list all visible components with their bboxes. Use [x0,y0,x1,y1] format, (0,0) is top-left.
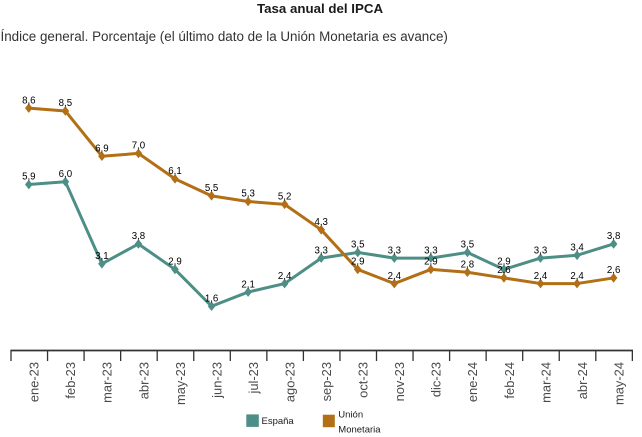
svg-text:6,0: 6,0 [59,169,73,180]
svg-text:2,9: 2,9 [351,257,364,268]
svg-text:Monetaria: Monetaria [338,425,381,436]
svg-text:2,9: 2,9 [497,257,510,268]
svg-text:2,4: 2,4 [570,271,584,282]
svg-text:4,3: 4,3 [314,217,327,228]
svg-text:mar-24: mar-24 [538,362,553,403]
svg-text:2,8: 2,8 [461,259,474,270]
svg-text:3,3: 3,3 [534,245,547,256]
svg-text:2,4: 2,4 [388,271,402,282]
svg-text:5,2: 5,2 [278,192,291,203]
svg-text:3,5: 3,5 [351,240,364,251]
svg-text:Tasa anual del IPCA: Tasa anual del IPCA [257,1,384,16]
svg-text:3,8: 3,8 [607,231,620,242]
svg-text:ago-23: ago-23 [282,362,297,402]
svg-text:sep-23: sep-23 [319,362,334,401]
svg-text:España: España [262,416,295,427]
svg-text:jul-23: jul-23 [246,362,261,395]
svg-text:6,9: 6,9 [95,143,108,154]
svg-text:3,3: 3,3 [314,245,327,256]
svg-text:3,4: 3,4 [570,242,584,253]
svg-text:oct-23: oct-23 [356,362,371,398]
svg-text:2,6: 2,6 [497,265,510,276]
svg-text:Índice general. Porcentaje (el: Índice general. Porcentaje (el último da… [1,29,448,44]
svg-text:jun-23: jun-23 [209,362,224,399]
svg-text:5,9: 5,9 [22,172,35,183]
svg-text:mar-23: mar-23 [100,362,115,403]
svg-text:3,8: 3,8 [132,231,145,242]
svg-text:2,1: 2,1 [241,279,254,290]
svg-text:2,4: 2,4 [278,271,292,282]
svg-text:dic-23: dic-23 [429,362,444,397]
svg-text:ene-23: ene-23 [27,362,42,402]
svg-text:2,9: 2,9 [168,257,181,268]
svg-text:5,3: 5,3 [241,189,254,200]
svg-text:5,5: 5,5 [205,183,218,194]
svg-text:may-23: may-23 [173,362,188,405]
svg-text:may-24: may-24 [611,362,626,405]
svg-text:3,5: 3,5 [461,240,474,251]
svg-text:3,3: 3,3 [424,245,437,256]
svg-text:abr-24: abr-24 [575,362,590,399]
svg-text:6,1: 6,1 [168,166,181,177]
svg-text:1,6: 1,6 [205,293,218,304]
svg-text:7,0: 7,0 [132,141,146,152]
svg-text:8,5: 8,5 [59,98,72,109]
svg-text:feb-24: feb-24 [502,362,517,399]
svg-text:nov-23: nov-23 [392,362,407,401]
svg-text:8,6: 8,6 [22,95,35,106]
svg-text:ene-24: ene-24 [465,362,480,402]
svg-text:feb-23: feb-23 [63,362,78,399]
svg-text:abr-23: abr-23 [136,362,151,399]
svg-text:2,9: 2,9 [424,257,437,268]
svg-text:3,1: 3,1 [95,251,108,262]
svg-text:3,3: 3,3 [388,245,401,256]
svg-text:2,4: 2,4 [534,271,548,282]
svg-text:Unión: Unión [338,410,363,421]
svg-text:2,6: 2,6 [607,265,620,276]
